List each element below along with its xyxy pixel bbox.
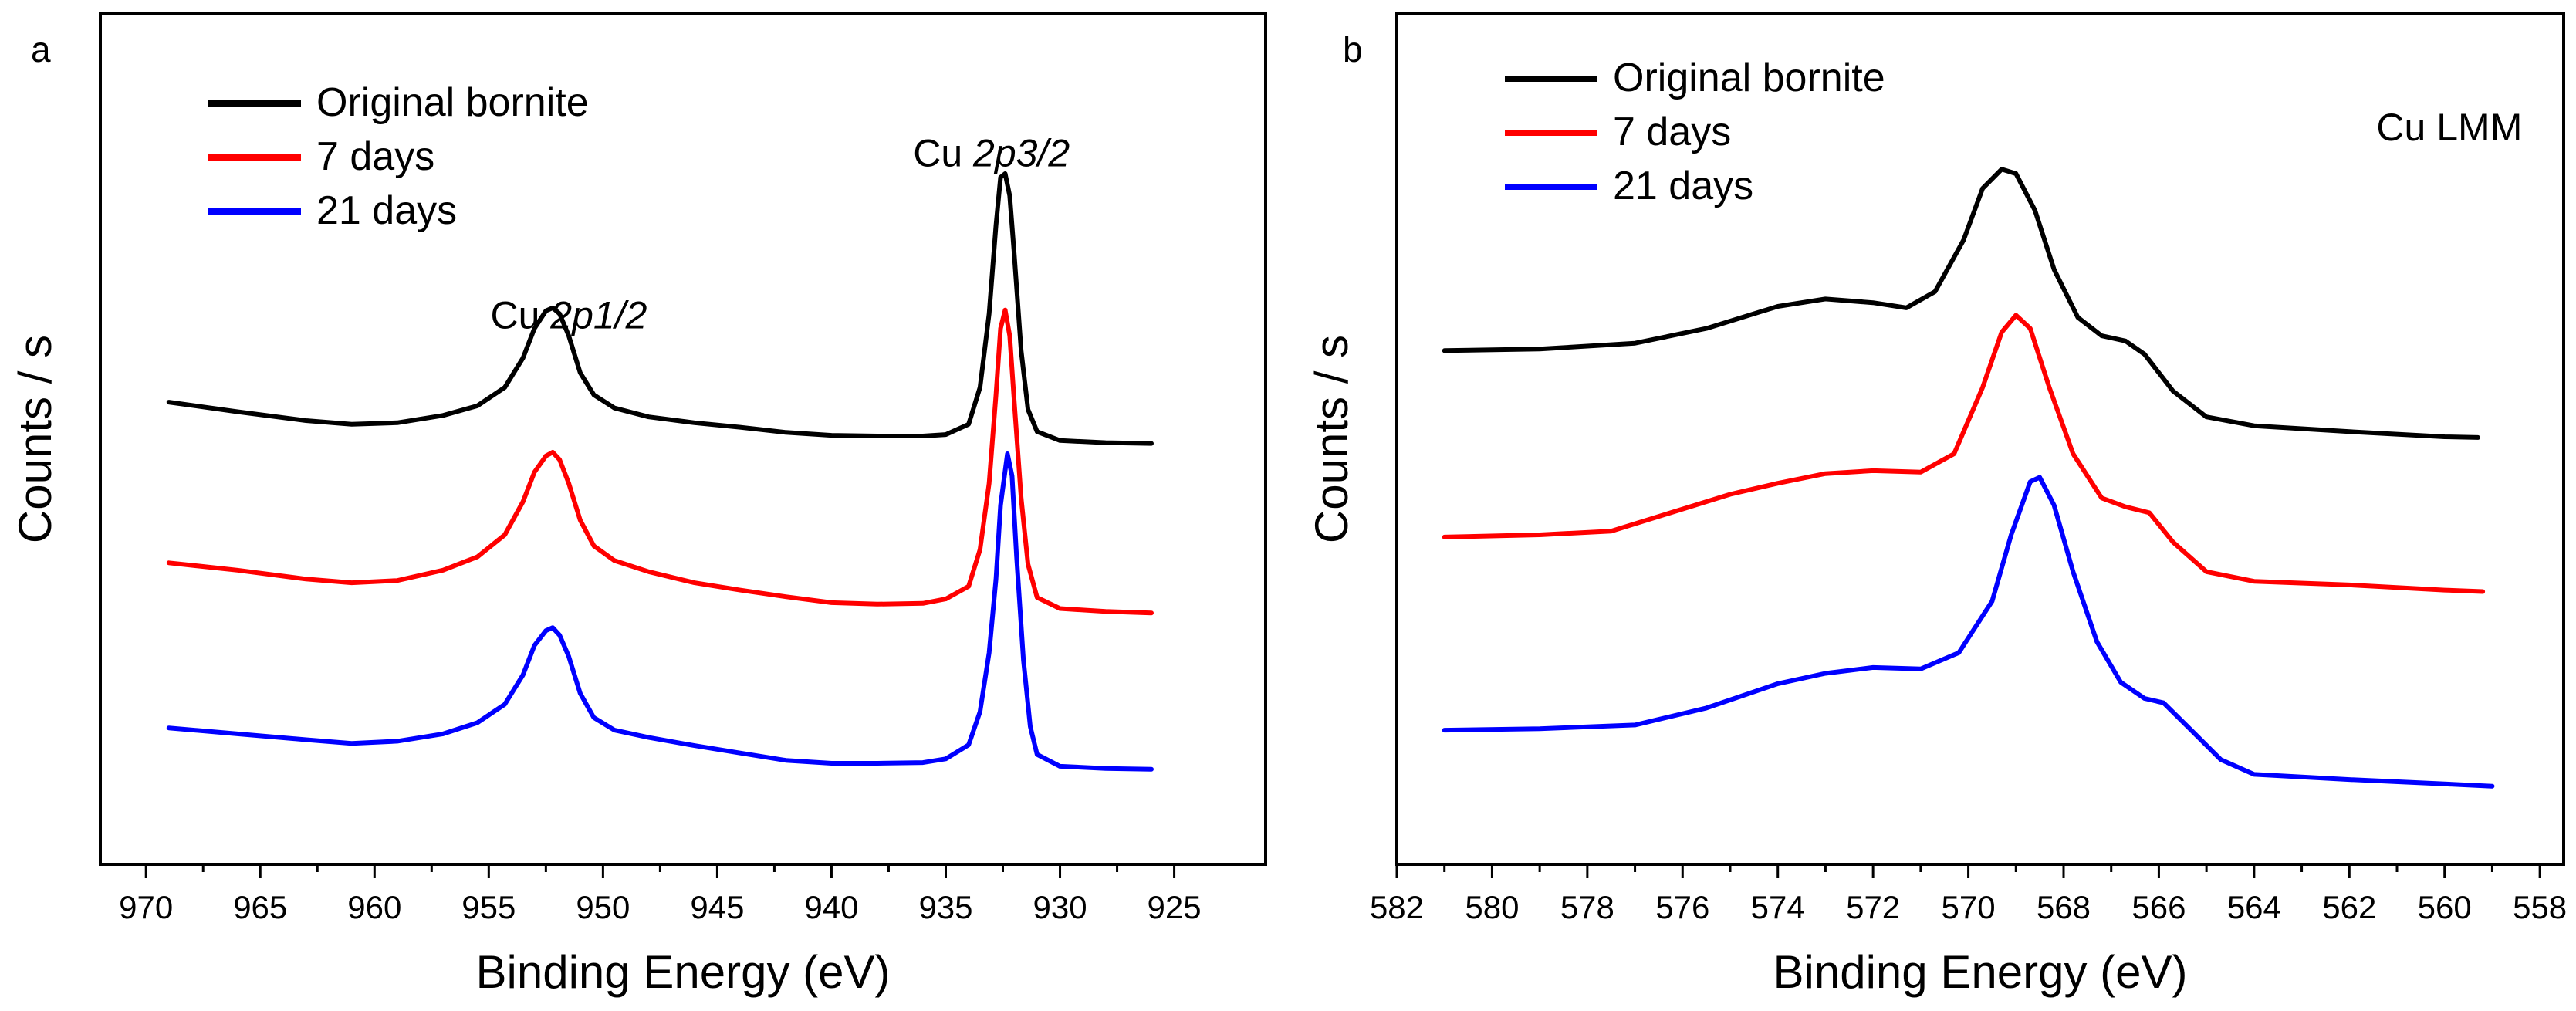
x-tick-label: 935 (918, 889, 972, 925)
legend-label: 21 days (1613, 164, 1753, 208)
peak-annotation: Cu 2p1/2 (490, 294, 647, 337)
panel-b-xlabel: Binding Energy (eV) (1773, 946, 2188, 998)
peak-annotation: Cu LMM (2376, 106, 2522, 149)
x-tick-label: 574 (1751, 889, 1805, 925)
x-tick-label: 940 (804, 889, 858, 925)
x-tick-label: 566 (2131, 889, 2186, 925)
panel-b-frame (1395, 12, 2565, 866)
series-line-7-days (166, 307, 1154, 616)
panel-b-annotations: Cu LMM (2376, 106, 2522, 149)
x-tick-label: 945 (690, 889, 744, 925)
annotation-prefix: Cu LMM (2376, 106, 2522, 149)
x-tick-label: 576 (1655, 889, 1709, 925)
x-tick-label: 562 (2322, 889, 2376, 925)
x-tick-label: 925 (1148, 889, 1202, 925)
panel-b-plot (1442, 167, 2495, 789)
legend-label: 7 days (316, 134, 434, 179)
series-line-original-bornite (166, 171, 1154, 446)
panel-b-ticks (1395, 864, 2541, 878)
x-tick-label: 580 (1465, 889, 1519, 925)
panel-b-letter: b (1343, 29, 1363, 69)
panel-a-ylabel: Counts / s (9, 335, 61, 543)
legend-label: 21 days (316, 188, 457, 233)
x-tick-label: 965 (233, 889, 287, 925)
panel-a: a 970 965 960 955 950 945 940 935 930 925 Binding… (9, 12, 1267, 998)
annotation-prefix: Cu (490, 294, 550, 337)
panel-b-ylabel: Counts / s (1306, 335, 1357, 543)
panel-b-tick-labels: 582 580 578 576 574 572 570 568 566 564 562 560 558 (1370, 889, 2567, 925)
panel-a-letter: a (31, 29, 51, 69)
x-tick-label: 558 (2513, 889, 2567, 925)
panel-a-plot (166, 171, 1154, 772)
annotation-prefix: Cu (913, 132, 973, 175)
x-tick-label: 560 (2418, 889, 2472, 925)
x-tick-label: 582 (1370, 889, 1424, 925)
panel-a-ticks (144, 864, 1176, 878)
legend-label: 7 days (1613, 110, 1731, 154)
x-tick-label: 960 (347, 889, 401, 925)
x-tick-label: 564 (2227, 889, 2281, 925)
peak-annotation: Cu 2p3/2 (913, 132, 1070, 175)
x-tick-label: 578 (1560, 889, 1614, 925)
series-line-21-days (1442, 475, 2495, 789)
series-line-21-days (166, 451, 1154, 772)
annotation-orbital: 2p3/2 (972, 132, 1070, 175)
panel-a-xlabel: Binding Energy (eV) (476, 946, 891, 998)
panel-b: b 582 580 578 576 574 572 570 568 566 564 562 560 55… (1306, 12, 2567, 998)
panel-a-tick-labels: 970 965 960 955 950 945 940 935 930 925 (119, 889, 1201, 925)
series-line-7-days (1442, 313, 2486, 594)
legend-label: Original bornite (316, 80, 589, 125)
legend-label: Original bornite (1613, 56, 1885, 100)
series-line-original-bornite (1442, 167, 2480, 440)
panel-a-frame (99, 12, 1267, 866)
annotation-orbital: 2p1/2 (549, 294, 647, 337)
panel-b-legend: Original bornite 7 days 21 days (1505, 56, 1885, 208)
x-tick-label: 950 (576, 889, 630, 925)
x-tick-label: 955 (461, 889, 516, 925)
x-tick-label: 568 (2037, 889, 2091, 925)
panel-a-legend: Original bornite 7 days 21 days (208, 80, 589, 233)
x-tick-label: 570 (1942, 889, 1996, 925)
x-tick-label: 970 (119, 889, 173, 925)
panel-a-annotations: Cu 2p3/2Cu 2p1/2 (490, 132, 1070, 337)
x-tick-label: 930 (1033, 889, 1087, 925)
x-tick-label: 572 (1846, 889, 1900, 925)
